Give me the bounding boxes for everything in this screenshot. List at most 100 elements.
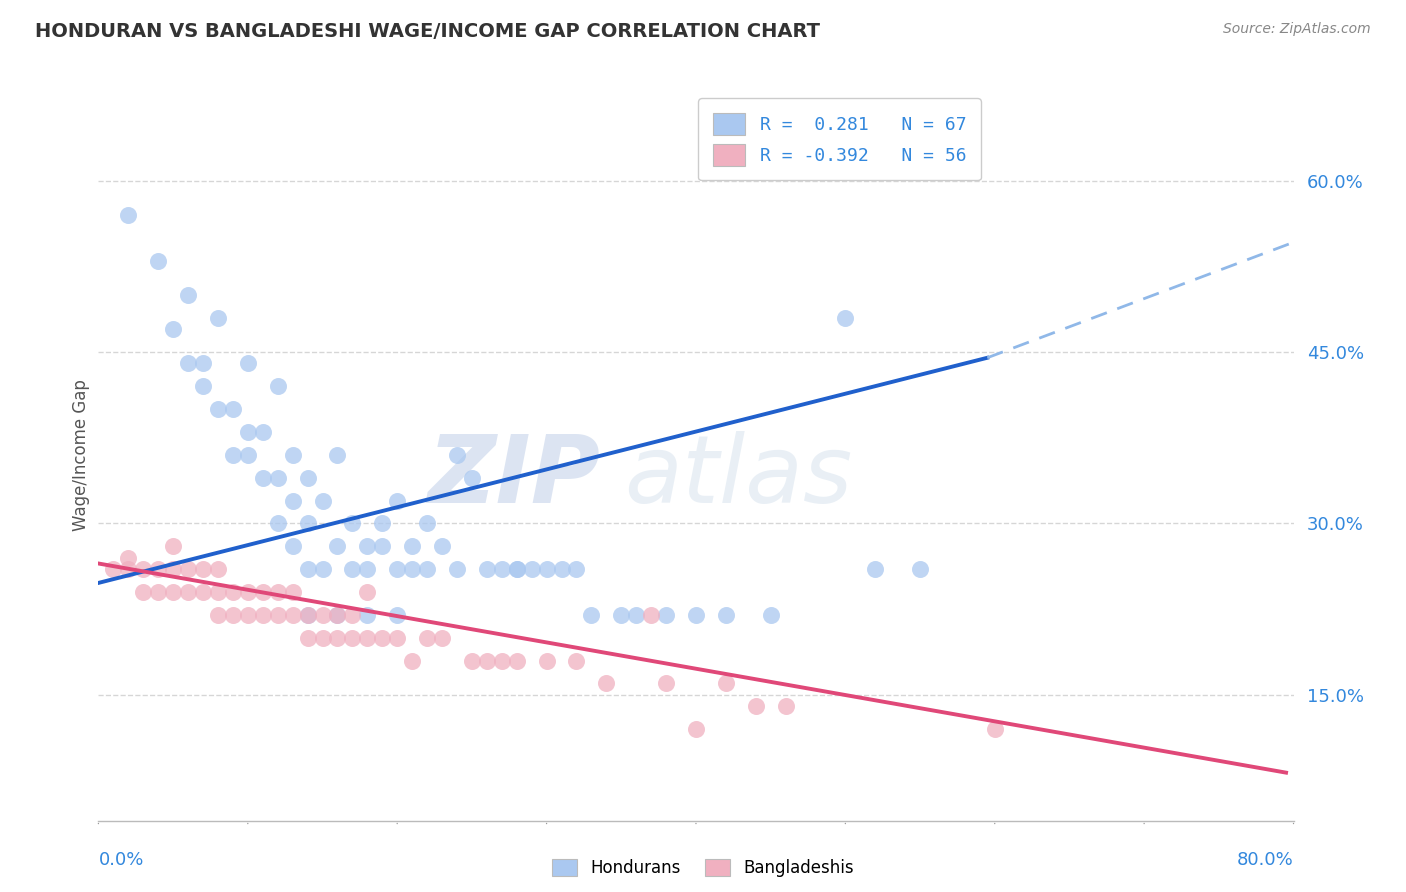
- Point: [311, 631, 333, 645]
- Point: [908, 562, 931, 576]
- Point: [385, 631, 409, 645]
- Point: [416, 516, 439, 531]
- Point: [326, 631, 349, 645]
- Point: [595, 676, 617, 690]
- Point: [297, 516, 319, 531]
- Point: [326, 448, 349, 462]
- Point: [356, 539, 378, 553]
- Point: [775, 699, 797, 714]
- Point: [356, 631, 378, 645]
- Point: [342, 516, 364, 531]
- Point: [252, 425, 274, 439]
- Point: [236, 425, 259, 439]
- Point: [342, 631, 364, 645]
- Point: [371, 631, 394, 645]
- Point: [207, 402, 229, 417]
- Point: [252, 471, 274, 485]
- Point: [356, 585, 378, 599]
- Point: [640, 607, 662, 622]
- Text: HONDURAN VS BANGLADESHI WAGE/INCOME GAP CORRELATION CHART: HONDURAN VS BANGLADESHI WAGE/INCOME GAP …: [35, 22, 820, 41]
- Point: [536, 654, 558, 668]
- Point: [281, 585, 304, 599]
- Point: [177, 585, 200, 599]
- Point: [416, 562, 439, 576]
- Point: [297, 631, 319, 645]
- Point: [103, 562, 125, 576]
- Point: [581, 607, 603, 622]
- Point: [342, 607, 364, 622]
- Point: [759, 607, 782, 622]
- Point: [236, 356, 259, 371]
- Point: [430, 539, 453, 553]
- Point: [191, 585, 214, 599]
- Point: [401, 539, 423, 553]
- Point: [297, 607, 319, 622]
- Point: [491, 562, 513, 576]
- Point: [342, 562, 364, 576]
- Point: [191, 356, 214, 371]
- Point: [506, 562, 529, 576]
- Point: [281, 607, 304, 622]
- Point: [207, 607, 229, 622]
- Point: [162, 585, 184, 599]
- Point: [267, 379, 290, 393]
- Point: [222, 402, 245, 417]
- Point: [148, 253, 170, 268]
- Point: [461, 471, 484, 485]
- Point: [550, 562, 572, 576]
- Point: [385, 607, 409, 622]
- Point: [475, 562, 498, 576]
- Point: [311, 493, 333, 508]
- Point: [267, 516, 290, 531]
- Point: [222, 607, 245, 622]
- Point: [685, 607, 707, 622]
- Point: [401, 562, 423, 576]
- Point: [207, 562, 229, 576]
- Text: atlas: atlas: [624, 432, 852, 523]
- Point: [655, 676, 678, 690]
- Point: [326, 539, 349, 553]
- Point: [207, 310, 229, 325]
- Point: [356, 562, 378, 576]
- Point: [475, 654, 498, 668]
- Point: [984, 723, 1007, 737]
- Point: [281, 539, 304, 553]
- Point: [177, 288, 200, 302]
- Point: [191, 379, 214, 393]
- Point: [236, 448, 259, 462]
- Point: [267, 607, 290, 622]
- Text: 0.0%: 0.0%: [98, 851, 143, 869]
- Point: [267, 471, 290, 485]
- Point: [117, 562, 139, 576]
- Point: [191, 562, 214, 576]
- Point: [281, 493, 304, 508]
- Text: 80.0%: 80.0%: [1237, 851, 1294, 869]
- Point: [252, 585, 274, 599]
- Point: [745, 699, 768, 714]
- Point: [416, 631, 439, 645]
- Point: [461, 654, 484, 668]
- Point: [385, 493, 409, 508]
- Point: [326, 607, 349, 622]
- Point: [311, 607, 333, 622]
- Point: [117, 208, 139, 222]
- Point: [401, 654, 423, 668]
- Point: [565, 562, 588, 576]
- Text: ZIP: ZIP: [427, 431, 600, 523]
- Point: [177, 356, 200, 371]
- Text: Source: ZipAtlas.com: Source: ZipAtlas.com: [1223, 22, 1371, 37]
- Point: [834, 310, 856, 325]
- Point: [132, 562, 155, 576]
- Point: [626, 607, 648, 622]
- Point: [356, 607, 378, 622]
- Point: [446, 448, 468, 462]
- Point: [430, 631, 453, 645]
- Point: [506, 562, 529, 576]
- Point: [536, 562, 558, 576]
- Point: [506, 654, 529, 668]
- Point: [685, 723, 707, 737]
- Point: [371, 539, 394, 553]
- Point: [267, 585, 290, 599]
- Point: [297, 607, 319, 622]
- Y-axis label: Wage/Income Gap: Wage/Income Gap: [72, 379, 90, 531]
